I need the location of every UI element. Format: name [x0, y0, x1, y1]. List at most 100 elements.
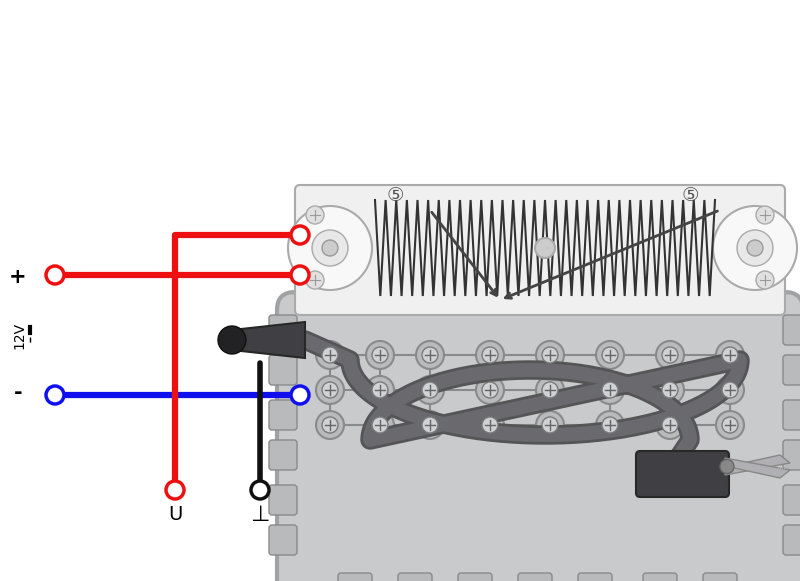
FancyBboxPatch shape — [338, 289, 372, 313]
FancyBboxPatch shape — [269, 485, 297, 515]
FancyBboxPatch shape — [783, 440, 800, 470]
Circle shape — [288, 206, 372, 290]
Circle shape — [602, 382, 618, 398]
FancyBboxPatch shape — [458, 289, 492, 313]
Circle shape — [716, 411, 744, 439]
Circle shape — [596, 376, 624, 404]
Circle shape — [416, 411, 444, 439]
Text: 12V: 12V — [12, 321, 26, 349]
Circle shape — [596, 411, 624, 439]
Circle shape — [713, 206, 797, 290]
FancyBboxPatch shape — [458, 573, 492, 581]
FancyBboxPatch shape — [643, 573, 677, 581]
FancyBboxPatch shape — [398, 289, 432, 313]
Circle shape — [251, 481, 269, 499]
FancyBboxPatch shape — [578, 573, 612, 581]
Circle shape — [166, 481, 184, 499]
Circle shape — [535, 238, 555, 258]
Circle shape — [662, 417, 678, 433]
FancyBboxPatch shape — [578, 289, 612, 313]
Circle shape — [542, 417, 558, 433]
FancyBboxPatch shape — [269, 440, 297, 470]
FancyBboxPatch shape — [703, 573, 737, 581]
Circle shape — [536, 411, 564, 439]
Circle shape — [662, 347, 678, 363]
Circle shape — [46, 266, 64, 284]
Circle shape — [422, 382, 438, 398]
Circle shape — [476, 376, 504, 404]
FancyBboxPatch shape — [269, 355, 297, 385]
Circle shape — [662, 382, 678, 398]
Circle shape — [322, 417, 338, 433]
Circle shape — [291, 226, 309, 244]
Circle shape — [722, 382, 738, 398]
Circle shape — [218, 326, 246, 354]
Circle shape — [312, 230, 348, 266]
Circle shape — [720, 460, 734, 474]
Polygon shape — [725, 458, 790, 478]
FancyBboxPatch shape — [269, 400, 297, 430]
Circle shape — [722, 347, 738, 363]
FancyBboxPatch shape — [703, 289, 737, 313]
FancyBboxPatch shape — [783, 525, 800, 555]
Circle shape — [316, 376, 344, 404]
FancyBboxPatch shape — [269, 525, 297, 555]
Circle shape — [542, 382, 558, 398]
Circle shape — [366, 411, 394, 439]
Text: +: + — [9, 267, 27, 287]
Circle shape — [602, 347, 618, 363]
Text: U: U — [168, 505, 182, 525]
Circle shape — [656, 341, 684, 369]
Text: ⑤: ⑤ — [386, 185, 404, 205]
Circle shape — [476, 411, 504, 439]
Circle shape — [291, 266, 309, 284]
Circle shape — [756, 206, 774, 224]
Circle shape — [322, 347, 338, 363]
Circle shape — [422, 417, 438, 433]
FancyBboxPatch shape — [295, 185, 785, 315]
FancyBboxPatch shape — [643, 289, 677, 313]
Circle shape — [602, 417, 618, 433]
FancyBboxPatch shape — [783, 485, 800, 515]
Circle shape — [416, 341, 444, 369]
Circle shape — [716, 341, 744, 369]
Circle shape — [372, 417, 388, 433]
Circle shape — [542, 347, 558, 363]
Circle shape — [747, 240, 763, 256]
FancyBboxPatch shape — [338, 573, 372, 581]
Circle shape — [46, 386, 64, 404]
Polygon shape — [725, 455, 790, 475]
Circle shape — [536, 376, 564, 404]
Circle shape — [322, 382, 338, 398]
Circle shape — [656, 376, 684, 404]
Circle shape — [316, 341, 344, 369]
Circle shape — [306, 271, 324, 289]
FancyBboxPatch shape — [277, 292, 800, 581]
Circle shape — [416, 376, 444, 404]
Circle shape — [482, 347, 498, 363]
Circle shape — [722, 417, 738, 433]
Circle shape — [482, 382, 498, 398]
Circle shape — [366, 341, 394, 369]
FancyBboxPatch shape — [518, 573, 552, 581]
Circle shape — [476, 341, 504, 369]
FancyBboxPatch shape — [518, 289, 552, 313]
Circle shape — [482, 417, 498, 433]
Circle shape — [756, 271, 774, 289]
Circle shape — [372, 347, 388, 363]
FancyBboxPatch shape — [783, 400, 800, 430]
Text: -: - — [14, 383, 22, 403]
FancyBboxPatch shape — [783, 355, 800, 385]
Polygon shape — [232, 322, 305, 358]
Circle shape — [716, 376, 744, 404]
Circle shape — [316, 411, 344, 439]
Circle shape — [737, 230, 773, 266]
Circle shape — [306, 206, 324, 224]
FancyBboxPatch shape — [636, 451, 729, 497]
Text: ⑤: ⑤ — [682, 185, 698, 205]
Circle shape — [536, 341, 564, 369]
Text: ⊥: ⊥ — [250, 505, 270, 525]
Circle shape — [322, 240, 338, 256]
FancyBboxPatch shape — [783, 315, 800, 345]
Circle shape — [372, 382, 388, 398]
